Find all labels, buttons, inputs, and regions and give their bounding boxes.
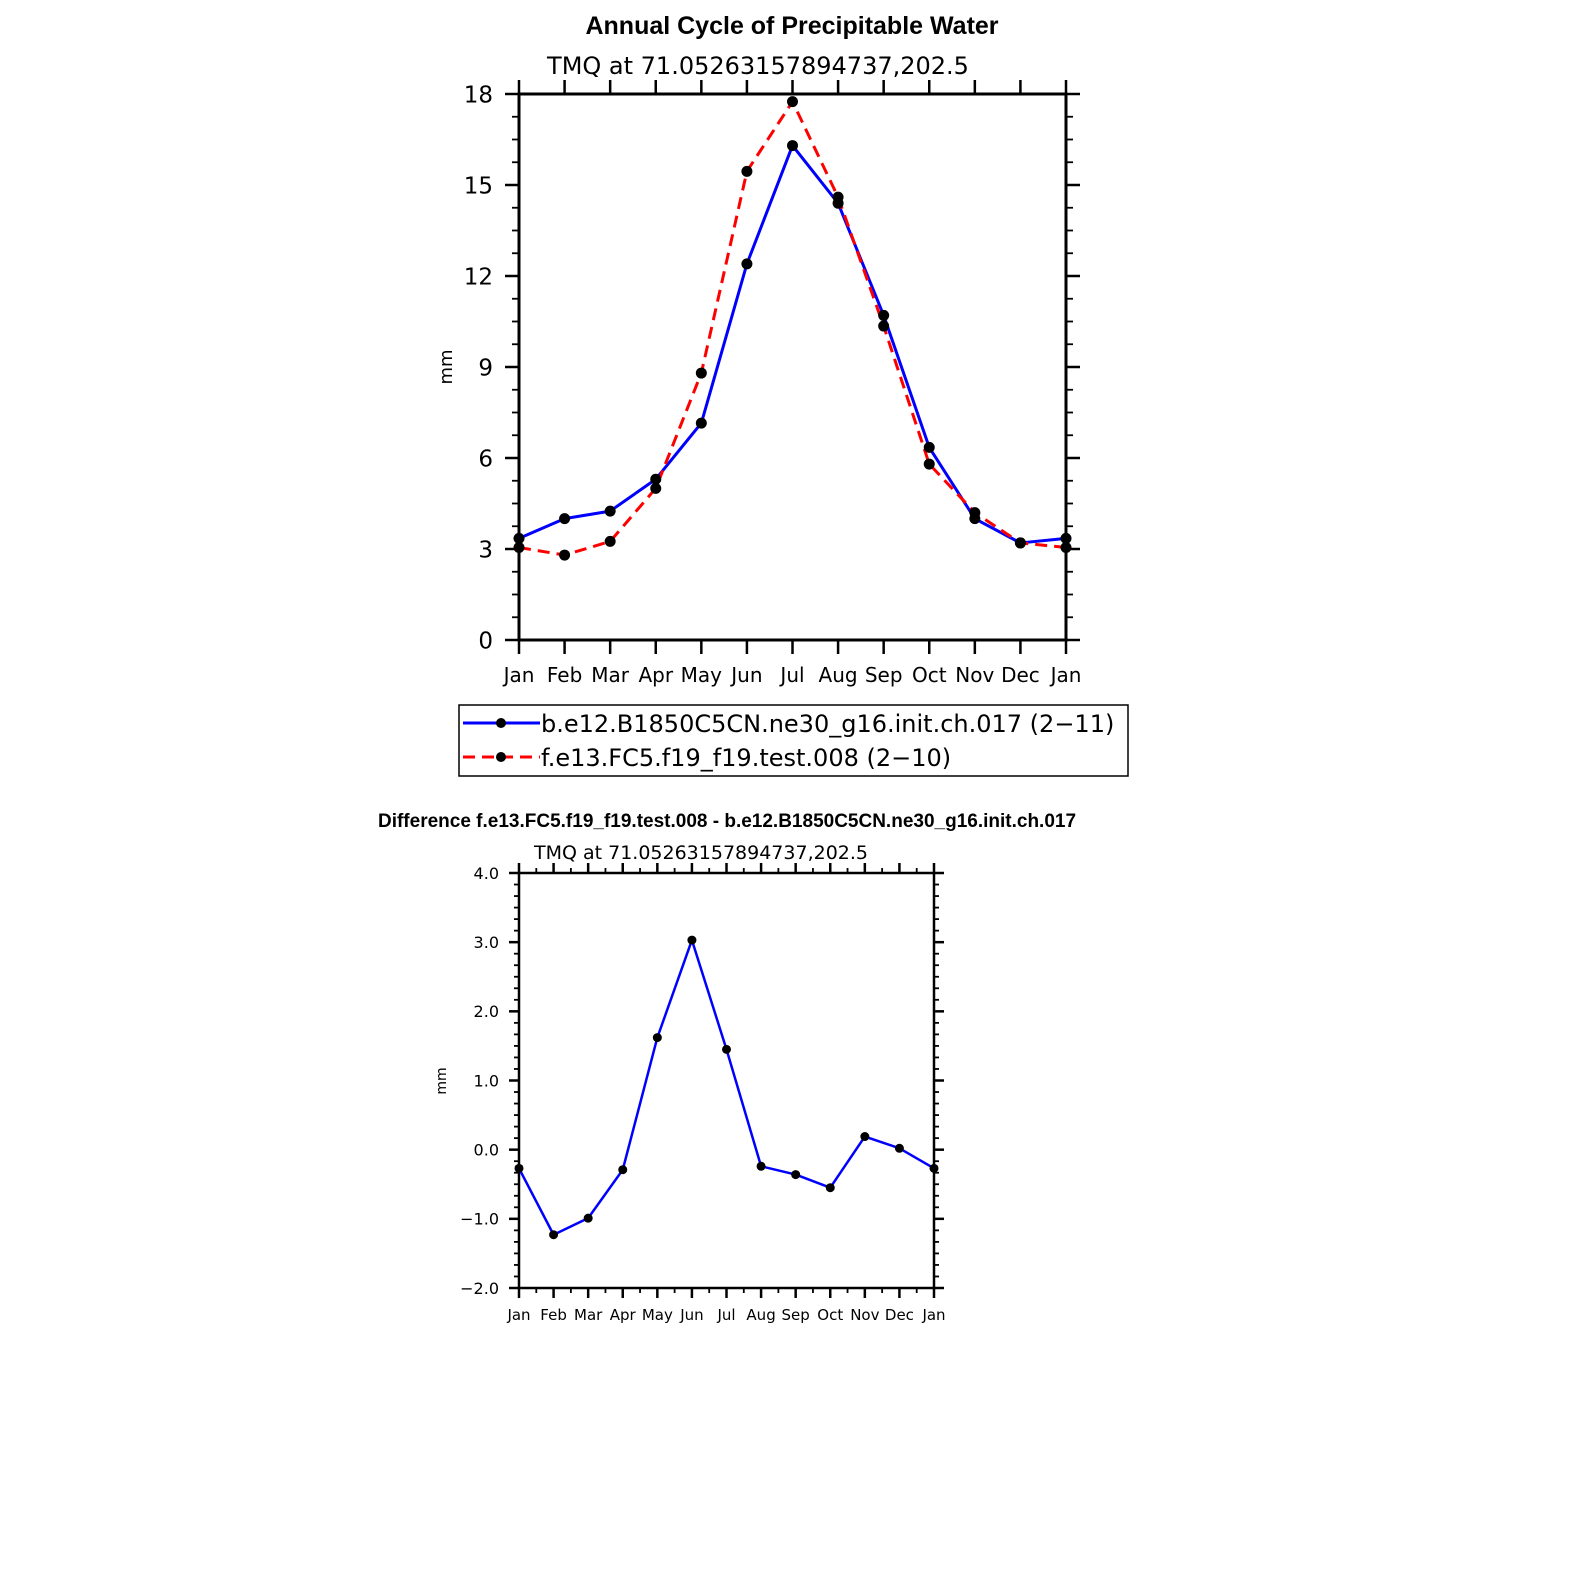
chart-title: Difference f.e13.FC5.f19_f19.test.008 - … <box>378 811 1076 832</box>
x-tick-label: Jan <box>921 1306 945 1324</box>
x-tick-label: May <box>681 663 723 687</box>
chart-subtitle: TMQ at 71.05263157894737,202.5 <box>546 52 969 80</box>
y-tick-label: 6 <box>478 446 493 472</box>
data-point-series-2 <box>513 541 525 553</box>
data-point-series-2 <box>969 507 981 519</box>
data-point-series-1 <box>787 140 798 152</box>
data-point-series-1 <box>791 1170 801 1180</box>
y-tick-label: −1.0 <box>460 1210 499 1229</box>
data-point-series-1 <box>513 532 525 544</box>
data-point-series-1 <box>650 473 662 485</box>
data-point-series-1 <box>687 935 697 945</box>
data-point-series-2 <box>832 191 844 203</box>
annual-cycle-chart: Annual Cycle of Precipitable Water TMQ a… <box>436 12 1129 777</box>
x-tick-label: Mar <box>574 1306 603 1324</box>
x-tick-label: Jun <box>679 1306 703 1324</box>
legend: b.e12.B1850C5CN.ne30_g16.init.ch.017 (2−… <box>458 704 1129 777</box>
x-tick-label: Jan <box>502 663 535 687</box>
x-tick-label: Jan <box>1049 663 1082 687</box>
data-point-series-1 <box>652 1033 662 1043</box>
x-tick-label: Jun <box>729 663 762 687</box>
x-tick-label: Sep <box>865 663 903 687</box>
plot-frame <box>509 863 944 1298</box>
plot-frame <box>505 80 1080 654</box>
y-tick-label: 3.0 <box>474 933 499 952</box>
data-point-series-1 <box>923 441 935 453</box>
x-tick-label: Feb <box>547 663 582 687</box>
data-point-series-2 <box>741 165 753 177</box>
x-tick-label: Sep <box>782 1306 810 1324</box>
legend-marker-series-1 <box>496 718 506 728</box>
chart-subtitle: TMQ at 71.05263157894737,202.5 <box>533 842 868 864</box>
data-point-series-1 <box>549 1230 559 1240</box>
data-point-series-1 <box>894 1143 904 1153</box>
y-tick-label: 2.0 <box>474 1002 499 1021</box>
data-point-series-1 <box>756 1161 766 1171</box>
data-point-series-1 <box>1060 532 1072 544</box>
legend-box <box>458 704 1129 777</box>
y-tick-label: 18 <box>464 82 493 108</box>
x-tick-label: Apr <box>610 1306 637 1324</box>
x-tick-label: Jan <box>506 1306 530 1324</box>
difference-chart: Difference f.e13.FC5.f19_f19.test.008 - … <box>378 811 1076 1324</box>
data-point-series-1 <box>514 1163 524 1173</box>
data-point-series-1 <box>878 309 890 321</box>
chart-title: Annual Cycle of Precipitable Water <box>585 12 998 40</box>
x-tick-label: Jul <box>778 663 804 687</box>
y-tick-label: 9 <box>478 355 493 381</box>
y-tick-label: 3 <box>478 537 493 563</box>
x-tick-label: Mar <box>591 663 630 687</box>
x-tick-label: Dec <box>885 1306 914 1324</box>
y-tick-label: 12 <box>464 264 493 290</box>
data-point-series-1 <box>860 1132 870 1142</box>
y-tick-label: 15 <box>464 173 493 199</box>
data-point-series-2 <box>787 96 798 108</box>
data-point-series-1 <box>929 1163 939 1173</box>
y-axis-label: mm <box>436 349 457 384</box>
data-point-series-1 <box>618 1165 628 1175</box>
data-point-series-2 <box>1060 541 1072 553</box>
data-point-series-1 <box>583 1213 593 1223</box>
y-tick-label: −2.0 <box>460 1279 499 1298</box>
x-tick-label: May <box>642 1306 673 1324</box>
x-tick-label: Nov <box>955 663 994 687</box>
x-tick-label: Feb <box>540 1306 567 1324</box>
x-tick-label: Nov <box>850 1306 879 1324</box>
data-point-series-1 <box>722 1044 731 1054</box>
x-tick-label: Dec <box>1001 663 1040 687</box>
y-tick-label: 1.0 <box>474 1071 499 1090</box>
data-point-series-2 <box>878 320 890 332</box>
legend-marker-series-2 <box>496 752 506 762</box>
data-point-series-1 <box>604 505 616 517</box>
y-tick-label: 0.0 <box>474 1140 499 1159</box>
y-axis-label: mm <box>434 1067 450 1094</box>
data-point-series-1 <box>559 513 571 525</box>
x-tick-label: Jul <box>716 1306 735 1324</box>
legend-label-series-1: b.e12.B1850C5CN.ne30_g16.init.ch.017 (2−… <box>541 710 1114 738</box>
data-point-series-1 <box>825 1183 835 1193</box>
data-point-series-2 <box>650 482 662 494</box>
x-tick-label: Aug <box>746 1306 775 1324</box>
data-point-series-1 <box>695 417 707 429</box>
data-point-series-2 <box>695 367 707 379</box>
data-point-series-2 <box>1014 537 1026 549</box>
y-tick-label: 4.0 <box>474 864 499 883</box>
y-tick-label: 0 <box>478 628 493 654</box>
x-tick-label: Aug <box>819 663 858 687</box>
legend-label-series-2: f.e13.FC5.f19_f19.test.008 (2−10) <box>541 744 951 772</box>
x-tick-label: Oct <box>817 1306 843 1324</box>
x-tick-label: Oct <box>912 663 947 687</box>
data-point-series-2 <box>559 549 571 561</box>
x-tick-label: Apr <box>638 663 673 687</box>
data-point-series-1 <box>741 258 753 270</box>
data-point-series-2 <box>604 535 616 547</box>
data-point-series-2 <box>923 458 935 470</box>
